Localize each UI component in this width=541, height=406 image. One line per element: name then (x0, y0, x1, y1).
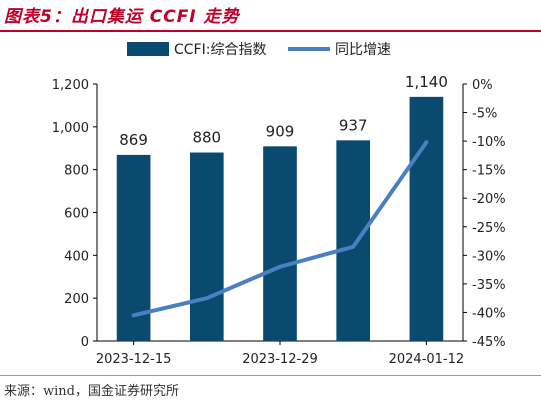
bar-value-label: 937 (339, 116, 368, 134)
y-left-tick-label: 0 (81, 335, 89, 350)
y-right-tick-label: 0% (472, 78, 493, 93)
line-series (131, 140, 429, 318)
title-rule (0, 30, 541, 32)
bar-2024-01-12 (409, 96, 444, 341)
y-right-tick-label: -15% (472, 164, 506, 179)
y-right-tick-label: -35% (472, 278, 506, 293)
y-right-tick-label: -40% (472, 306, 506, 321)
chart-legend: CCFI:综合指数 同比增速 (127, 42, 391, 58)
chart-axes: 0 200 400 600 800 1,000 1,200 0% -5% -10% -15% -20%… (52, 78, 506, 367)
yoy-point-2023-12-15 (133, 314, 135, 316)
bar-2023-12-29 (263, 146, 297, 341)
legend-swatch-line (288, 47, 330, 51)
bar-value-label: 909 (266, 122, 295, 140)
bar-2023-12-22 (189, 152, 224, 341)
x-tick-label: 2024-01-12 (389, 352, 465, 367)
y-right-tick-label: -5% (472, 107, 497, 122)
bar-value-label: 880 (192, 129, 221, 147)
bar-value-label: 1,140 (405, 73, 448, 91)
yoy-point-2024-01-12 (425, 141, 427, 143)
source-note: 来源：wind，国金证券研究所 (4, 384, 179, 399)
y-right-tick-label: -45% (472, 335, 506, 350)
y-right-tick-label: -20% (472, 192, 506, 207)
yoy-point-2023-12-22 (206, 297, 208, 299)
legend-label-line: 同比增速 (335, 42, 391, 58)
y-right-tick-label: -30% (472, 249, 506, 264)
bar-series: 869 880 909 937 1,140 (116, 73, 448, 341)
y-left-tick-label: 800 (64, 164, 89, 179)
y-left-tick-label: 600 (64, 207, 89, 222)
x-tick-label: 2023-12-29 (242, 352, 318, 367)
bar-2024-01-05 (336, 140, 371, 341)
y-left-tick-label: 200 (64, 292, 89, 307)
bar-value-label: 869 (119, 131, 148, 149)
bar-2023-12-15 (116, 154, 151, 341)
source-rule (0, 375, 541, 376)
legend-label-bar: CCFI:综合指数 (174, 42, 266, 58)
legend-swatch-bar (127, 42, 169, 56)
y-left-tick-label: 1,200 (52, 78, 89, 93)
y-left-tick-label: 1,000 (52, 121, 89, 136)
yoy-point-2023-12-29 (279, 266, 281, 268)
figure-title: 图表5：出口集运 CCFI 走势 (4, 7, 240, 27)
y-left-tick-label: 400 (64, 249, 89, 264)
y-right-tick-label: -25% (472, 221, 506, 236)
ccfi-chart: CCFI:综合指数 同比增速 0 200 400 600 800 1,000 1,200 0%… (52, 42, 506, 367)
x-tick-label: 2023-12-15 (96, 352, 172, 367)
y-right-tick-label: -10% (472, 135, 506, 150)
yoy-point-2024-01-05 (352, 246, 354, 248)
